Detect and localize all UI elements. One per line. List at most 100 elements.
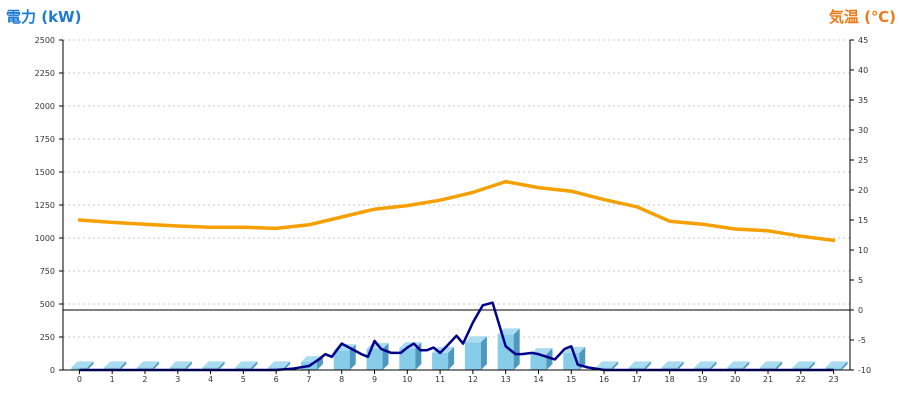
y-left-tick-label: 2500 <box>35 36 55 45</box>
bar-side <box>743 361 750 370</box>
bar <box>464 336 487 370</box>
bar-side <box>579 346 586 370</box>
bar-side <box>316 356 323 370</box>
bar <box>825 361 848 370</box>
bar-top <box>71 361 94 368</box>
x-tick-label: 8 <box>339 375 344 384</box>
y-left-tick-label: 500 <box>40 300 55 309</box>
bar <box>202 361 225 370</box>
y-left-tick-label: 2250 <box>35 69 55 78</box>
bar-top <box>727 361 750 368</box>
x-tick-label: 5 <box>241 375 246 384</box>
x-tick-label: 9 <box>372 375 377 384</box>
bar-side <box>546 348 553 370</box>
x-tick-label: 13 <box>501 375 511 384</box>
y-left-tick-label: 1250 <box>35 201 55 210</box>
bar-top <box>628 361 651 368</box>
bar-series <box>71 328 848 370</box>
bar-top <box>694 361 717 368</box>
axes: 02505007501000125015001750200022502500-1… <box>35 36 871 384</box>
bar-front <box>136 367 153 370</box>
grid <box>63 39 850 371</box>
y-left-tick-label: 1750 <box>35 135 55 144</box>
x-tick-label: 4 <box>208 375 213 384</box>
bar-top <box>136 361 159 368</box>
x-tick-label: 16 <box>599 375 609 384</box>
y-right-tick-label: 5 <box>858 276 863 285</box>
y-left-tick-label: 2000 <box>35 102 55 111</box>
x-tick-label: 12 <box>468 375 478 384</box>
bar-side <box>513 328 520 370</box>
bar-front <box>760 367 777 370</box>
y-right-tick-label: 40 <box>858 66 868 75</box>
bar-side <box>251 361 258 370</box>
x-tick-label: 18 <box>665 375 675 384</box>
bar-side <box>644 361 651 370</box>
x-tick-label: 17 <box>632 375 642 384</box>
bar-front <box>464 342 481 370</box>
bar <box>497 328 520 370</box>
bar-top <box>596 361 619 368</box>
temperature-line <box>77 179 836 243</box>
bar-side <box>185 361 192 370</box>
bar <box>366 342 389 370</box>
x-tick-label: 22 <box>796 375 806 384</box>
bar <box>596 361 619 370</box>
y-left-tick-label: 250 <box>40 333 55 342</box>
bar-side <box>841 361 848 370</box>
bar-front <box>202 367 219 370</box>
bar-side <box>120 361 127 370</box>
bar-top <box>464 336 487 343</box>
bar-front <box>104 367 121 370</box>
x-tick-label: 7 <box>306 375 311 384</box>
bar <box>661 361 684 370</box>
x-tick-label: 6 <box>274 375 279 384</box>
bar-side <box>677 361 684 370</box>
x-tick-label: 19 <box>697 375 707 384</box>
bar-front <box>497 334 514 370</box>
bar <box>169 361 192 370</box>
bar-front <box>694 367 711 370</box>
bar-front <box>628 367 645 370</box>
bar <box>628 361 651 370</box>
bar <box>694 361 717 370</box>
y-right-tick-label: -10 <box>858 366 871 375</box>
bar-front <box>432 352 449 370</box>
x-tick-label: 14 <box>533 375 543 384</box>
y-right-tick-label: 10 <box>858 246 868 255</box>
bar <box>136 361 159 370</box>
bar-front <box>169 367 186 370</box>
bar-front <box>268 367 285 370</box>
y-axis-left-title: 電力 (kW) <box>6 8 81 26</box>
bar <box>71 361 94 370</box>
bar-top <box>202 361 225 368</box>
bar-side <box>776 361 783 370</box>
bar-front <box>366 348 383 370</box>
x-tick-label: 3 <box>175 375 180 384</box>
bar-top <box>661 361 684 368</box>
bar-front <box>825 367 842 370</box>
bar <box>792 361 815 370</box>
bar-side <box>612 361 619 370</box>
bar <box>530 348 553 370</box>
x-tick-label: 21 <box>763 375 773 384</box>
bar-side <box>284 361 291 370</box>
bar-top <box>792 361 815 368</box>
bar-side <box>710 361 717 370</box>
y-right-tick-label: 20 <box>858 186 868 195</box>
y-axis-right-title: 気温 (℃) <box>829 8 896 26</box>
bar-top <box>497 328 520 335</box>
bar-side <box>152 361 159 370</box>
bar-front <box>399 348 416 370</box>
bar-front <box>333 350 350 370</box>
bar-side <box>87 361 94 370</box>
bar <box>235 361 258 370</box>
bar-front <box>596 367 613 370</box>
bar <box>104 361 127 370</box>
bar-top <box>169 361 192 368</box>
bar <box>760 361 783 370</box>
x-tick-label: 2 <box>142 375 147 384</box>
line-series <box>77 179 836 372</box>
